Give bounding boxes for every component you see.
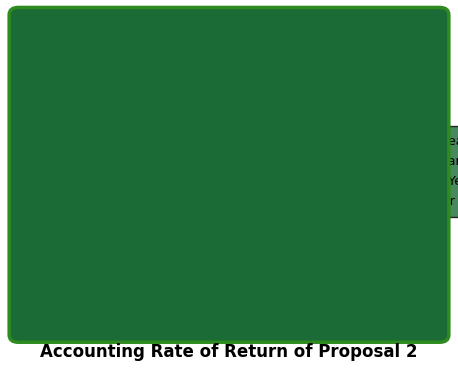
- Bar: [105, 258, 286, 286]
- Bar: [108, 286, 288, 289]
- Bar: [108, 218, 245, 222]
- Bar: [105, 124, 206, 152]
- Text: Accounting Rate of Return of Proposal 2: Accounting Rate of Return of Proposal 2: [40, 343, 418, 360]
- Text: 0.08: 0.08: [196, 63, 230, 77]
- Bar: [108, 84, 194, 87]
- Text: 0.127: 0.127: [247, 198, 291, 212]
- Bar: [105, 56, 192, 84]
- Legend: Fourth Year, Third Year, Second Year, First Year: Fourth Year, Third Year, Second Year, Fi…: [362, 126, 458, 217]
- Bar: [108, 151, 208, 154]
- Bar: [105, 190, 243, 219]
- Text: 0.167: 0.167: [290, 265, 334, 279]
- Text: 0.093: 0.093: [210, 131, 254, 144]
